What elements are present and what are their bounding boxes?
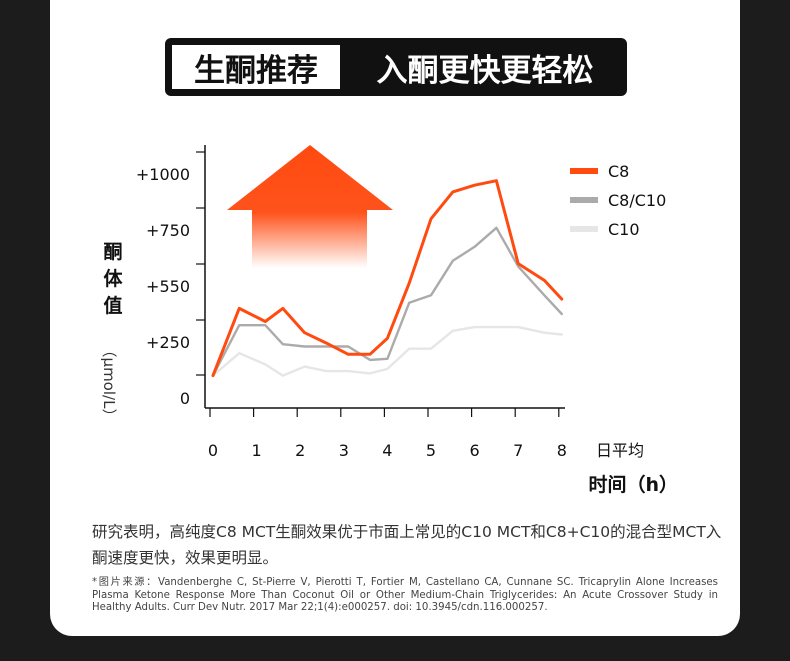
- y-axis-title: 酮体值: [103, 241, 123, 317]
- x-tick-label: 7: [513, 441, 523, 460]
- x-tick-label: 3: [339, 441, 349, 460]
- x-tick-label: 5: [426, 441, 436, 460]
- x-tick-label: 8: [557, 441, 567, 460]
- banner-right-title: 入酮更快更轻松: [376, 52, 594, 89]
- legend-label: C8: [608, 162, 629, 181]
- study-citation: *图片来源：Vandenberghe C, St-Pierre V, Piero…: [92, 577, 718, 613]
- y-tick-label: 0: [180, 389, 190, 408]
- x-tick-label: 2: [295, 441, 305, 460]
- legend-label: C10: [608, 220, 640, 239]
- y-tick-label: +250: [146, 333, 190, 352]
- x-axis-title: 时间（h）: [588, 473, 678, 496]
- x-tick-label: 1: [252, 441, 262, 460]
- title-banner: 生酮推荐 入酮更快更轻松: [165, 38, 627, 96]
- series-line-c10: [211, 325, 563, 377]
- legend-swatch: [570, 197, 598, 203]
- study-description: 研究表明，高纯度C8 MCT生酮效果优于市面上常见的C10 MCT和C8+C10…: [92, 523, 722, 567]
- series-line-c8: [211, 179, 564, 378]
- y-axis-unit: （μmol/L）: [100, 343, 118, 424]
- x-tick-label: 4: [382, 441, 392, 460]
- legend-swatch: [570, 168, 598, 174]
- x-tick-label: 0: [208, 441, 218, 460]
- legend-label: C8/C10: [608, 191, 666, 210]
- x-axis-extra-label: 日平均: [596, 441, 644, 460]
- up-arrow-icon: [227, 145, 393, 268]
- y-tick-label: +1000: [136, 165, 190, 184]
- y-tick-label: +550: [146, 277, 190, 296]
- y-tick-label: +750: [146, 221, 190, 240]
- series-line-c8-c10: [211, 226, 563, 377]
- banner-left-title: 生酮推荐: [172, 45, 340, 89]
- legend-swatch: [570, 226, 598, 232]
- svg-text:酮体值: 酮体值: [103, 241, 123, 317]
- x-tick-label: 6: [470, 441, 480, 460]
